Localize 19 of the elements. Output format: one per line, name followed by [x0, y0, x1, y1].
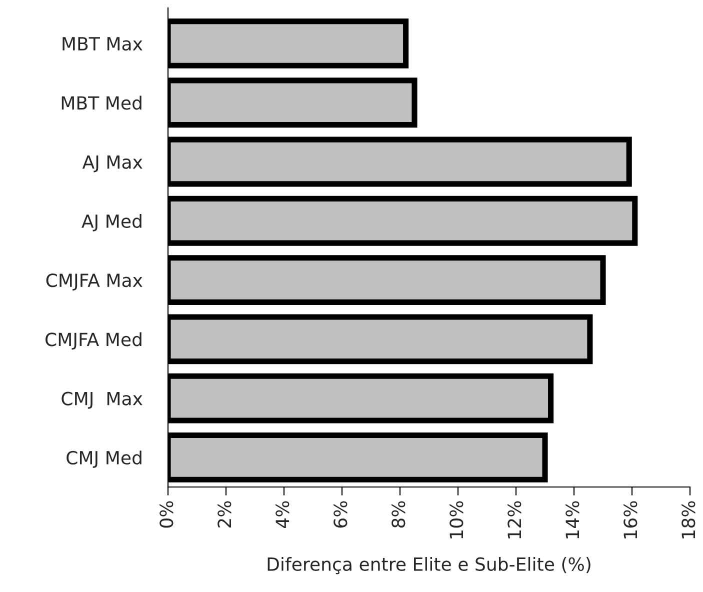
y-tick-label: CMJFA Max — [46, 273, 142, 290]
x-tick-label: 8% — [392, 501, 406, 528]
x-tick-label: 14% — [566, 501, 580, 538]
x-tick-label: 12% — [508, 501, 522, 538]
x-tick-label: 0% — [160, 501, 174, 528]
y-tick-label: CMJ Med — [66, 450, 142, 468]
x-tick-label: 2% — [218, 501, 232, 528]
y-tick-label: AJ Med — [82, 214, 142, 232]
y-tick-label: CMJFA Med — [46, 332, 142, 350]
x-tick-label: 16% — [624, 501, 638, 538]
y-tick-label: MBT Max — [62, 37, 142, 51]
y-tick-label: CMJ Max — [62, 392, 142, 409]
x-tick-label: 18% — [682, 501, 696, 538]
y-tick-label: AJ Max — [82, 155, 142, 172]
x-tick-label: 6% — [334, 501, 348, 528]
x-tick-label: 4% — [276, 501, 290, 528]
x-tick-label: 10% — [450, 501, 464, 538]
x-axis-title: Diferença entre Elite e Sub-Elite (%) — [268, 556, 590, 574]
y-tick-label: MBT Med — [62, 96, 142, 110]
